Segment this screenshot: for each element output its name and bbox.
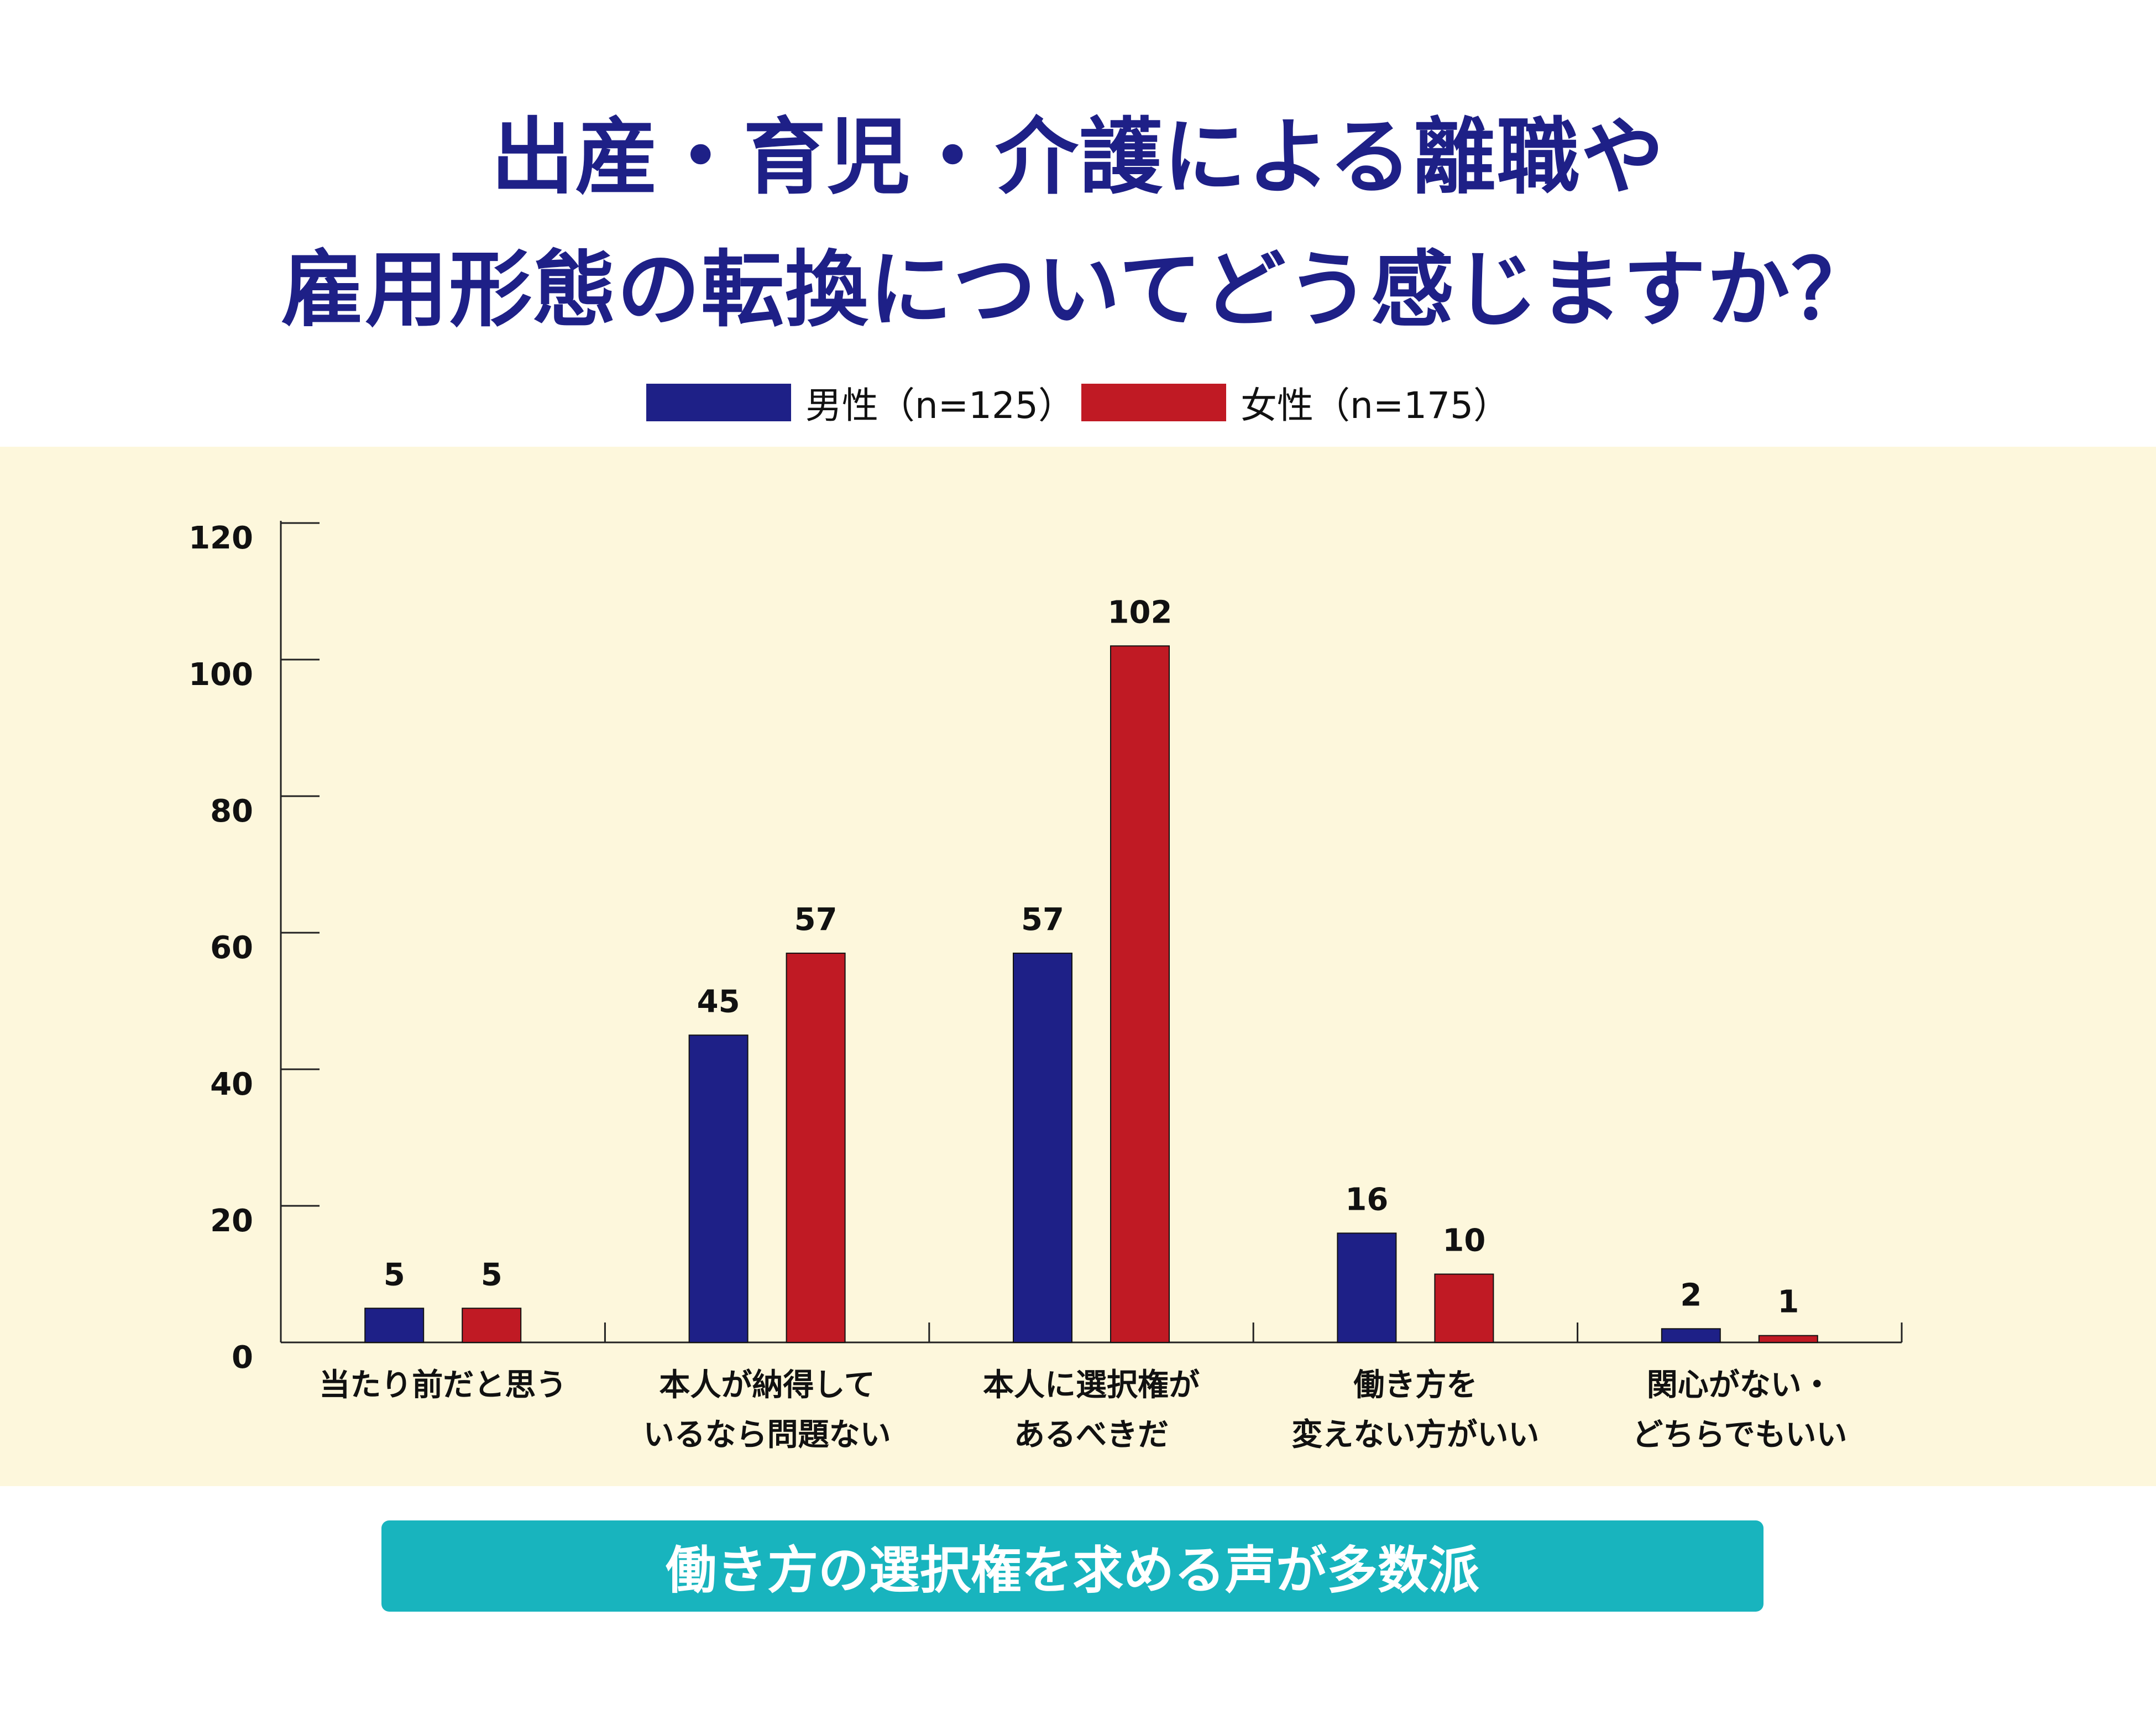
bar-male bbox=[1013, 953, 1072, 1343]
legend-item-male: 男性（n=125） bbox=[646, 376, 1075, 429]
data-label: 102 bbox=[1108, 594, 1173, 630]
legend-label-male: 男性（n=125） bbox=[805, 384, 1075, 427]
bar-female bbox=[786, 953, 846, 1343]
x-tick-label: いるなら問題ない bbox=[643, 1417, 891, 1453]
x-tick-label: あるべきだ bbox=[1014, 1417, 1169, 1453]
x-tick-label: どちらでもいい bbox=[1632, 1417, 1847, 1453]
data-label: 5 bbox=[481, 1257, 503, 1293]
y-tick-label: 80 bbox=[210, 793, 253, 829]
chart-title-line-2: 雇用形態の転換についてどう感じますか？ bbox=[281, 242, 1875, 338]
legend-label-female: 女性（n=175） bbox=[1241, 384, 1510, 427]
y-tick-label: 60 bbox=[210, 930, 253, 966]
bar-male bbox=[688, 1034, 749, 1343]
data-label: 10 bbox=[1442, 1223, 1485, 1259]
bar-female bbox=[462, 1308, 522, 1343]
legend-item-female: 女性（n=175） bbox=[1081, 376, 1510, 429]
bar-male bbox=[364, 1308, 425, 1343]
data-label: 2 bbox=[1680, 1277, 1702, 1313]
data-label: 57 bbox=[1021, 902, 1064, 938]
y-tick-label: 20 bbox=[210, 1203, 253, 1239]
chart-panel: 0 20 40 60 80 100 120 5 5 当たり前だと思う 45 57 本人が納得して いるなら… bbox=[0, 447, 2156, 1486]
x-tick-label: 関心がない・ bbox=[1647, 1367, 1833, 1403]
bar-female bbox=[1758, 1335, 1818, 1344]
bar-chart: 0 20 40 60 80 100 120 5 5 当たり前だと思う 45 57 本人が納得しているなら… bbox=[189, 520, 1903, 1453]
chart-title-line-1: 出産・育児・介護による離職や bbox=[491, 109, 1665, 206]
data-label: 16 bbox=[1345, 1182, 1388, 1217]
bar-female bbox=[1434, 1273, 1494, 1343]
data-label: 5 bbox=[384, 1257, 405, 1293]
bar-male bbox=[1661, 1328, 1721, 1344]
x-tick-label: 本人が納得して bbox=[659, 1367, 875, 1403]
bar-male bbox=[1337, 1232, 1397, 1344]
legend-swatch-male bbox=[646, 384, 791, 421]
data-label: 57 bbox=[794, 902, 838, 938]
legend-swatch-female bbox=[1081, 384, 1226, 421]
x-tick-label: 当たり前だと思う bbox=[319, 1367, 567, 1403]
bar-female bbox=[1110, 645, 1170, 1343]
x-tick-label: 働き方を bbox=[1353, 1367, 1477, 1403]
conclusion-text: 働き方の選択権を求める声が多数派 bbox=[665, 1541, 1479, 1600]
y-tick-label: 120 bbox=[189, 520, 253, 556]
y-tick-label: 100 bbox=[189, 657, 253, 693]
x-tick-label: 変えない方がいい bbox=[1291, 1417, 1539, 1453]
x-tick-label: 本人に選択権が bbox=[983, 1367, 1200, 1403]
y-tick-label: 0 bbox=[232, 1340, 253, 1376]
conclusion-banner: 働き方の選択権を求める声が多数派 bbox=[381, 1520, 1763, 1612]
data-label: 45 bbox=[697, 984, 740, 1020]
data-label: 1 bbox=[1777, 1284, 1799, 1320]
y-tick-label: 40 bbox=[210, 1067, 253, 1102]
legend: 男性（n=125） 女性（n=175） bbox=[0, 376, 2156, 429]
